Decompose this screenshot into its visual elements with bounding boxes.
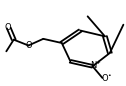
Text: +: +	[96, 60, 101, 65]
Text: O: O	[102, 74, 108, 83]
Text: O: O	[25, 41, 32, 50]
Text: N: N	[91, 61, 97, 70]
Text: •: •	[107, 73, 111, 78]
Text: O: O	[4, 23, 11, 32]
